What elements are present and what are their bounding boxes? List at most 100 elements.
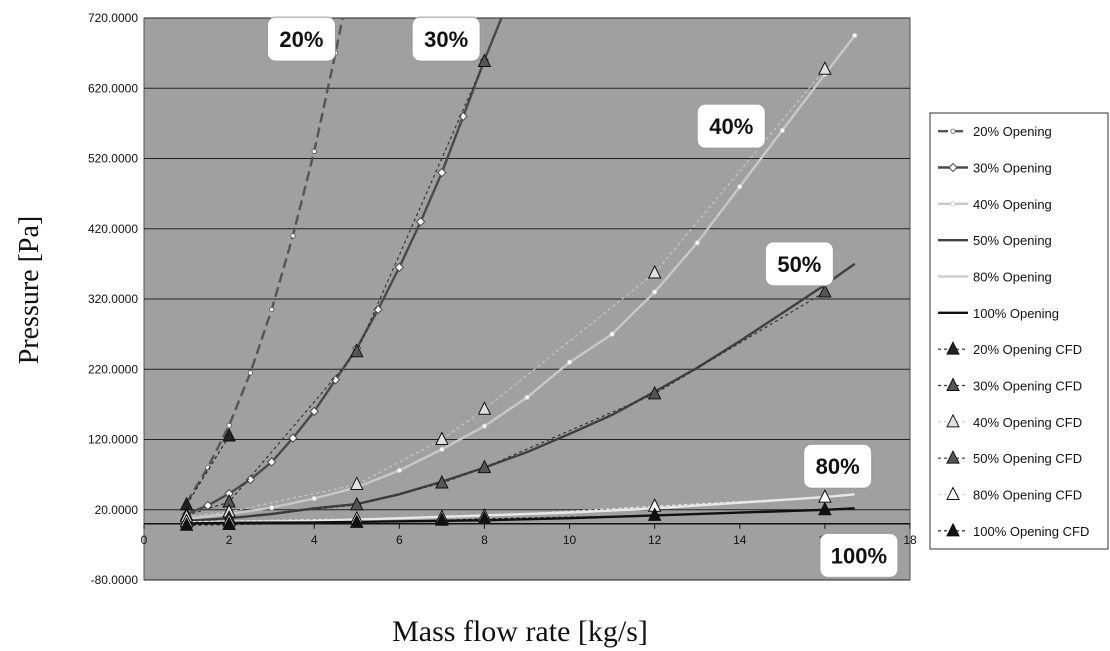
legend-swatch-marker	[946, 450, 960, 464]
legend-label: 80% Opening	[973, 270, 1052, 285]
data-point	[349, 496, 364, 511]
data-point	[779, 127, 785, 133]
y-tick-label: 220.0000	[88, 362, 138, 376]
data-point	[737, 184, 743, 190]
data-point	[330, 375, 341, 385]
data-point	[349, 343, 364, 358]
callout-box	[764, 241, 834, 287]
legend-item: 30% Opening CFD	[938, 377, 1082, 394]
series-line	[186, 435, 230, 506]
legend-swatch-marker	[948, 162, 958, 173]
series-line	[186, 18, 503, 516]
legend-swatch-marker	[946, 341, 960, 355]
data-point	[852, 32, 858, 39]
data-point	[524, 394, 530, 400]
data-point	[647, 264, 662, 279]
legend-item: 100% Opening CFD	[938, 522, 1089, 539]
y-tick-label: 20.0000	[95, 503, 139, 517]
legend-item: 100% Opening	[938, 306, 1059, 321]
legend-swatch-marker	[950, 128, 956, 134]
y-tick-label: 420.0000	[88, 222, 138, 236]
x-tick-label: 10	[563, 533, 577, 547]
series-12	[179, 501, 832, 531]
data-point	[818, 283, 832, 298]
legend-item: 80% Opening CFD	[938, 486, 1082, 503]
y-tick-label: 520.0000	[88, 152, 138, 166]
callout-box	[696, 103, 766, 149]
legend-swatch-marker	[946, 413, 960, 428]
callout-box	[266, 16, 336, 62]
legend-swatch-marker	[946, 522, 960, 537]
legend-label: 40% Opening CFD	[973, 415, 1082, 430]
legend-swatch-marker	[946, 486, 960, 500]
data-point	[396, 467, 402, 474]
x-tick-label: 4	[311, 533, 318, 547]
x-tick-label: 6	[396, 533, 403, 547]
callout-box	[803, 443, 873, 489]
legend-label: 50% Opening	[973, 233, 1052, 248]
data-point	[394, 262, 405, 273]
data-point	[311, 495, 317, 502]
data-point	[437, 167, 447, 178]
data-point	[566, 359, 573, 365]
data-point	[694, 240, 700, 246]
legend-label: 30% Opening	[973, 161, 1052, 176]
callout-label: 80%	[803, 443, 873, 489]
legend: 20% Opening 30% Opening 40% Opening 50% Ope…	[929, 112, 1109, 550]
callout-label: 100%	[819, 532, 899, 578]
data-point	[290, 233, 296, 239]
callout-text: 30%	[424, 27, 468, 52]
data-point	[609, 331, 615, 337]
legend-label: 100% Opening CFD	[973, 524, 1089, 539]
data-point	[647, 385, 662, 400]
legend-swatch-marker	[946, 377, 960, 391]
legend-label: 40% Opening	[973, 197, 1052, 212]
data-point	[818, 61, 832, 75]
y-axis-title: Pressure [Pa]	[14, 216, 45, 365]
legend-label: 20% Opening CFD	[973, 342, 1082, 357]
data-point	[349, 514, 364, 528]
callout-text: 100%	[831, 543, 887, 568]
data-point	[269, 505, 275, 511]
callout-label: 20%	[266, 16, 336, 62]
legend-label: 50% Opening CFD	[973, 451, 1082, 466]
plot-series-group	[179, 18, 858, 531]
legend-box	[929, 112, 1109, 550]
data-point	[179, 517, 194, 531]
data-point	[477, 401, 492, 415]
callout-box	[411, 16, 481, 62]
legend-item: 30% Opening	[938, 161, 1052, 176]
data-point	[439, 446, 445, 452]
data-point	[245, 474, 256, 485]
data-point	[269, 306, 275, 313]
legend-item: 20% Opening CFD	[938, 341, 1082, 357]
callout-box	[819, 532, 899, 578]
y-tick-label: 320.0000	[88, 292, 138, 306]
x-tick-label: 8	[481, 533, 488, 547]
callout-text: 80%	[816, 454, 860, 479]
callout-label: 40%	[696, 103, 766, 149]
data-point	[647, 507, 662, 521]
data-point	[309, 406, 319, 417]
data-point	[818, 501, 832, 516]
legend-label: 100% Opening	[973, 306, 1059, 321]
legend-label: 80% Opening CFD	[973, 488, 1082, 503]
data-point	[481, 423, 488, 429]
x-tick-label: 0	[141, 533, 148, 547]
data-point	[288, 433, 298, 443]
x-axis-title: Mass flow rate [kg/s]	[392, 615, 648, 648]
callout-text: 20%	[279, 27, 323, 52]
legend-item: 20% Opening	[938, 124, 1052, 139]
data-point	[652, 289, 658, 295]
legend-swatch-marker	[950, 201, 956, 207]
callout-label: 30%	[411, 16, 481, 62]
legend-label: 30% Opening CFD	[973, 379, 1082, 394]
callout-label: 50%	[764, 241, 834, 287]
data-point	[435, 474, 449, 489]
series-7	[179, 427, 236, 511]
data-point	[226, 422, 232, 429]
data-point	[435, 512, 449, 526]
legend-item: 50% Opening CFD	[938, 450, 1082, 466]
